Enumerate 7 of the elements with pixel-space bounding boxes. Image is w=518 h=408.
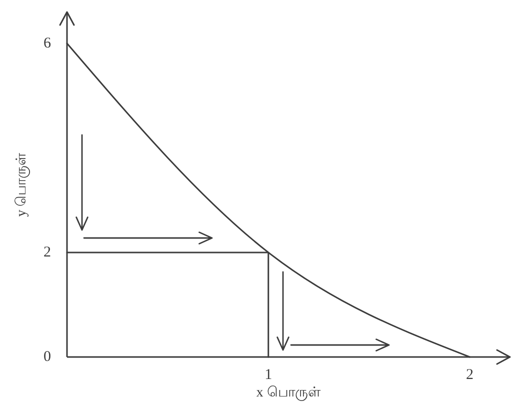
ylabel: y பொருள் xyxy=(14,152,30,217)
ytick: 0 xyxy=(44,349,51,365)
xtick: 2 xyxy=(466,367,474,383)
xlabel: x பொருள் xyxy=(256,386,321,400)
xtick: 1 xyxy=(264,367,272,383)
ytick: 6 xyxy=(44,35,51,52)
ytick: 2 xyxy=(44,244,51,260)
